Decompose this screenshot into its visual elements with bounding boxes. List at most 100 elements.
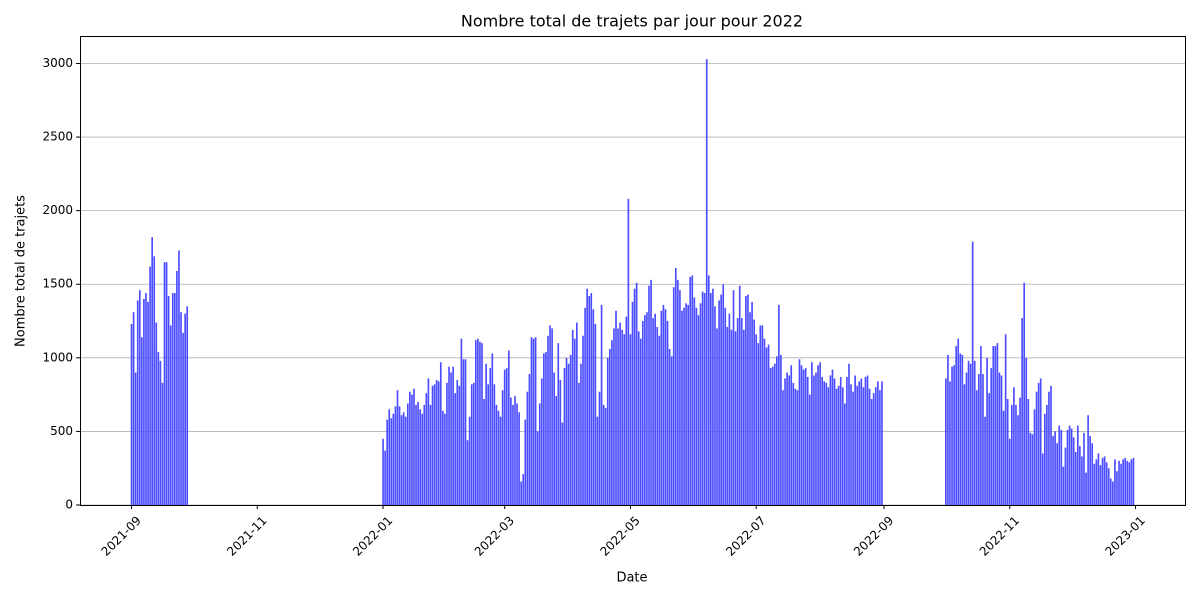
- bar: [404, 416, 407, 505]
- bar: [860, 378, 863, 505]
- bar: [856, 385, 859, 505]
- bar: [683, 307, 685, 505]
- bar: [460, 338, 463, 505]
- bar: [986, 357, 988, 505]
- bar: [670, 356, 673, 505]
- bar: [627, 198, 630, 506]
- bar: [149, 266, 151, 505]
- bar: [413, 388, 415, 505]
- x-tick-label: 2022-01: [350, 513, 395, 558]
- bar: [151, 237, 153, 505]
- bar: [1089, 435, 1091, 505]
- bar: [431, 385, 434, 505]
- bar: [1126, 460, 1129, 505]
- bar: [384, 450, 386, 505]
- bar: [1118, 460, 1120, 505]
- bar: [549, 325, 551, 505]
- bar: [1023, 282, 1026, 505]
- bar: [852, 391, 854, 505]
- bar: [877, 381, 879, 505]
- bar: [734, 331, 737, 505]
- bar: [1105, 462, 1108, 505]
- bar: [392, 413, 395, 505]
- bar: [406, 403, 409, 505]
- bar: [646, 312, 648, 505]
- bar: [540, 378, 543, 505]
- bar: [503, 369, 506, 505]
- bar: [425, 393, 428, 505]
- bar: [516, 403, 518, 505]
- bar: [606, 357, 609, 505]
- bar: [526, 391, 529, 505]
- bar: [743, 329, 745, 505]
- bar: [658, 335, 661, 505]
- bar: [837, 385, 840, 505]
- bar: [171, 293, 174, 505]
- bar: [751, 301, 753, 505]
- bar: [947, 354, 949, 505]
- bar: [1062, 466, 1065, 505]
- bar: [429, 404, 432, 505]
- bar: [398, 406, 401, 505]
- bar: [821, 376, 823, 505]
- x-tick-label: 2022-05: [597, 513, 642, 558]
- bar: [1048, 391, 1050, 505]
- bar: [518, 412, 520, 505]
- bar: [505, 368, 508, 505]
- bar: [695, 307, 698, 505]
- bar: [141, 337, 143, 505]
- bar: [825, 382, 828, 505]
- bar: [829, 375, 832, 505]
- bar: [660, 310, 663, 505]
- bar: [1025, 357, 1028, 505]
- bar: [654, 313, 657, 505]
- bar: [870, 399, 873, 505]
- bar: [1093, 463, 1096, 505]
- bar: [949, 381, 951, 505]
- bar: [978, 374, 980, 505]
- bar: [969, 363, 972, 505]
- bar: [664, 309, 667, 505]
- bar: [802, 369, 805, 505]
- bar: [1079, 446, 1081, 505]
- bar: [536, 431, 539, 505]
- bar: [730, 329, 733, 505]
- bar: [1107, 468, 1110, 505]
- bar: [604, 407, 607, 505]
- bar: [957, 338, 960, 505]
- bar: [456, 379, 459, 505]
- bar: [637, 331, 640, 505]
- bar: [1046, 404, 1048, 505]
- bar: [982, 374, 984, 505]
- bar: [462, 359, 465, 505]
- bar: [1103, 456, 1106, 505]
- bar: [1101, 457, 1104, 505]
- bar: [703, 293, 706, 505]
- bar: [994, 346, 997, 505]
- bar: [497, 410, 500, 505]
- bar: [757, 343, 760, 505]
- bar: [953, 365, 955, 505]
- bar: [573, 338, 576, 505]
- bar: [611, 340, 613, 505]
- bar: [716, 328, 718, 505]
- bar: [1087, 415, 1089, 505]
- bar: [1033, 409, 1036, 505]
- bar: [619, 322, 621, 505]
- bar: [530, 337, 533, 505]
- x-tick-label: 2022-11: [977, 513, 1022, 558]
- bar: [707, 275, 710, 505]
- y-tick-label: 2500: [42, 130, 73, 144]
- bar: [481, 343, 483, 505]
- bar: [474, 340, 477, 505]
- bar: [145, 293, 147, 505]
- x-tick-label: 2022-09: [851, 513, 896, 558]
- bar: [1116, 471, 1118, 505]
- bar: [130, 323, 133, 505]
- y-axis-label: Nombre total de trajets: [14, 195, 29, 347]
- bar: [1095, 459, 1098, 505]
- bar: [850, 384, 852, 505]
- bar: [674, 268, 677, 505]
- bar: [996, 343, 999, 505]
- bar: [973, 360, 976, 505]
